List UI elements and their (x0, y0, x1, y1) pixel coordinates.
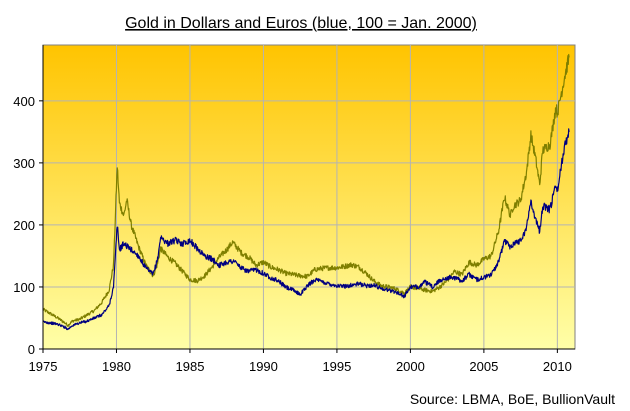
series-line-dollars (42, 53, 570, 327)
y-tick-label: 400 (13, 94, 35, 109)
y-tick-label: 200 (13, 218, 35, 233)
tick-labels: 1975 1980 1985 1990 1995 2000 2005 2010 0 100 200 3… (13, 94, 572, 374)
axes (39, 45, 575, 353)
chart-title: Gold in Dollars and Euros (blue, 100 = J… (125, 15, 477, 32)
x-tick-label: 2005 (469, 359, 498, 374)
x-tick-label: 1980 (102, 359, 131, 374)
y-tick-label: 100 (13, 280, 35, 295)
plot-area (42, 44, 576, 350)
x-tick-label: 1975 (29, 359, 58, 374)
source-label: Source: LBMA, BoE, BullionVault (410, 391, 615, 407)
series-line-euros (42, 128, 570, 331)
x-tick-label: 1990 (249, 359, 278, 374)
x-tick-label: 2000 (396, 359, 425, 374)
x-tick-label: 2010 (543, 359, 572, 374)
series-lines (42, 53, 570, 331)
x-tick-label: 1995 (322, 359, 351, 374)
y-tick-label: 0 (28, 342, 35, 357)
gridlines (43, 45, 575, 349)
x-tick-label: 1985 (176, 359, 205, 374)
y-tick-label: 300 (13, 156, 35, 171)
